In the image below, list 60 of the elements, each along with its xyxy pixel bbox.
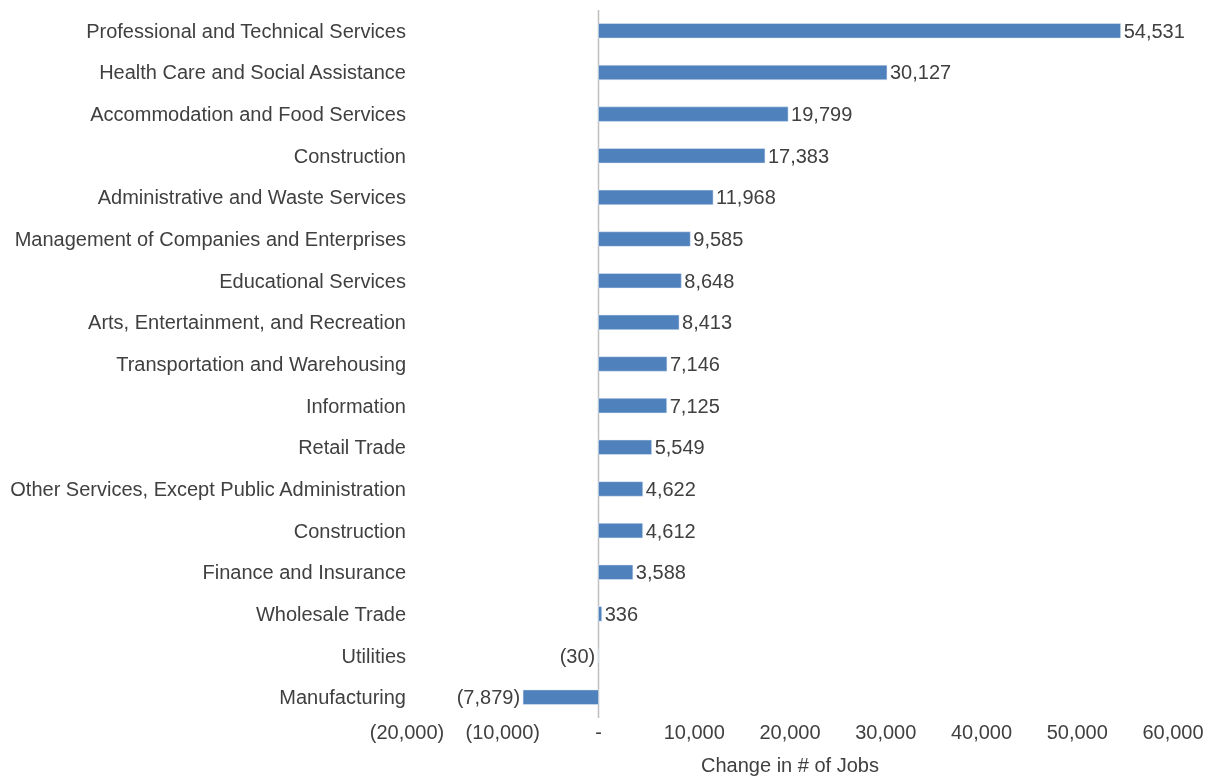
y-tick-label: Construction bbox=[293, 144, 406, 167]
data-label: 4,612 bbox=[645, 519, 696, 542]
y-tick-label: Retail Trade bbox=[298, 436, 406, 459]
data-label: (7,879) bbox=[456, 686, 521, 709]
data-label: 336 bbox=[604, 602, 639, 625]
x-tick-label: (20,000) bbox=[369, 721, 445, 743]
y-tick-label: Information bbox=[305, 394, 406, 417]
x-tick-label: 20,000 bbox=[759, 721, 821, 743]
x-axis-title: Change in # of Jobs bbox=[701, 753, 879, 776]
data-label: 30,127 bbox=[889, 61, 952, 84]
bar bbox=[598, 189, 714, 205]
bar bbox=[598, 564, 634, 580]
bar bbox=[598, 398, 667, 414]
bar bbox=[598, 481, 644, 497]
bar bbox=[598, 356, 668, 372]
y-tick-label: Professional and Technical Services bbox=[86, 19, 406, 42]
bar bbox=[598, 106, 789, 122]
x-tick-label: 60,000 bbox=[1142, 721, 1204, 743]
x-tick-label: 50,000 bbox=[1046, 721, 1108, 743]
x-tick-label: - bbox=[595, 721, 602, 743]
x-tick-label: 40,000 bbox=[950, 721, 1013, 743]
bar bbox=[598, 23, 1121, 39]
data-label: (30) bbox=[559, 644, 596, 667]
data-label: 8,648 bbox=[684, 269, 735, 292]
y-tick-label: Transportation and Warehousing bbox=[116, 353, 406, 375]
y-tick-label: Educational Services bbox=[219, 269, 406, 292]
data-label: 7,146 bbox=[669, 353, 720, 375]
y-tick-label: Construction bbox=[293, 519, 406, 542]
bar bbox=[522, 689, 599, 705]
y-tick-label: Wholesale Trade bbox=[255, 602, 406, 625]
data-label: 9,585 bbox=[693, 228, 744, 251]
y-tick-label: Arts, Entertainment, and Recreation bbox=[88, 311, 406, 334]
bar bbox=[598, 148, 766, 164]
y-tick-label: Other Services, Except Public Administration bbox=[10, 477, 406, 500]
bar bbox=[598, 606, 602, 622]
data-label: 8,413 bbox=[682, 311, 733, 334]
y-tick-label: Management of Companies and Enterprises bbox=[14, 228, 406, 251]
data-label: 54,531 bbox=[1123, 19, 1185, 42]
x-tick-label: 30,000 bbox=[855, 721, 917, 743]
data-label: 5,549 bbox=[654, 436, 705, 459]
data-label: 17,383 bbox=[767, 144, 830, 167]
bar bbox=[598, 231, 691, 247]
y-tick-label: Finance and Insurance bbox=[202, 561, 406, 584]
y-tick-label: Utilities bbox=[341, 644, 406, 667]
bar bbox=[598, 523, 643, 539]
bar bbox=[598, 439, 652, 455]
x-tick-label: 10,000 bbox=[663, 721, 725, 743]
y-tick-label: Administrative and Waste Services bbox=[97, 186, 406, 209]
bar bbox=[598, 64, 888, 81]
y-tick-label: Accommodation and Food Services bbox=[90, 103, 406, 126]
data-label: 19,799 bbox=[791, 103, 853, 126]
y-tick-label: Manufacturing bbox=[279, 686, 406, 709]
data-label: 11,968 bbox=[716, 186, 776, 209]
data-label: 7,125 bbox=[669, 394, 720, 417]
data-label: 3,588 bbox=[635, 561, 686, 584]
x-tick-label: (10,000) bbox=[465, 721, 540, 743]
y-tick-label: Health Care and Social Assistance bbox=[99, 61, 406, 84]
bar bbox=[598, 314, 680, 330]
bar bbox=[598, 273, 682, 289]
data-label: 4,622 bbox=[645, 477, 696, 500]
